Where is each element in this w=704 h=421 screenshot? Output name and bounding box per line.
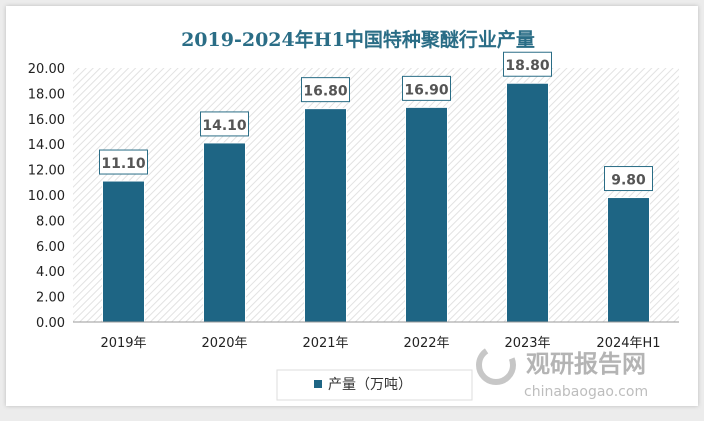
- y-tick-label: 2.00: [36, 291, 65, 306]
- data-label: 11.10: [101, 156, 146, 172]
- y-tick-label: 8.00: [36, 214, 65, 229]
- data-label-box: [503, 51, 552, 77]
- chart-title: 2019-2024年H1中国特种聚醚行业产量: [181, 28, 535, 51]
- data-label: 16.80: [303, 84, 348, 100]
- data-label: 18.80: [505, 58, 550, 74]
- chart-card: 2019-2024年H1中国特种聚醚行业产量 0.00 2.00 4.00 6.00 8…: [6, 6, 698, 406]
- data-label-box: [99, 149, 148, 175]
- bar: [607, 197, 650, 323]
- data-label: 14.10: [202, 118, 247, 134]
- bar: [304, 108, 347, 323]
- bar-chart: 2019-2024年H1中国特种聚醚行业产量 0.00 2.00 4.00 6.00 8…: [28, 28, 679, 401]
- y-tick-label: 6.00: [36, 240, 65, 255]
- y-tick-label: 16.00: [28, 113, 65, 128]
- y-tick-label: 20.00: [28, 62, 65, 77]
- y-tick-label: 10.00: [28, 189, 65, 204]
- x-tick-label: 2024年H1: [596, 336, 660, 351]
- data-label-box: [200, 111, 249, 137]
- x-tick-label: 2020年: [201, 336, 247, 351]
- y-tick-label: 4.00: [36, 265, 65, 280]
- watermark-brand: 观研报告网: [526, 350, 646, 378]
- x-tick-label: 2019年: [100, 336, 146, 351]
- legend-label: 产量（万吨）: [328, 377, 412, 393]
- bar: [203, 142, 246, 323]
- watermark: 观研报告网 chinabaogao.com: [476, 345, 648, 400]
- data-label: 9.80: [611, 173, 646, 189]
- y-tick-label: 0.00: [36, 316, 65, 331]
- legend: 产量（万吨）: [276, 369, 473, 401]
- data-label: 16.90: [404, 82, 449, 98]
- data-label-box: [604, 166, 653, 192]
- x-tick-label: 2022年: [403, 336, 449, 351]
- x-tick-label: 2021年: [302, 336, 348, 351]
- bar: [506, 82, 549, 323]
- plot-area: [73, 68, 679, 322]
- data-label-box: [301, 77, 350, 103]
- y-tick-label: 14.00: [28, 138, 65, 153]
- x-tick-label: 2023年: [504, 336, 550, 351]
- legend-swatch: [314, 380, 322, 388]
- bar: [405, 106, 448, 323]
- y-tick-label: 12.00: [28, 164, 65, 179]
- bar: [102, 180, 145, 323]
- data-label-box: [402, 75, 451, 101]
- y-tick-label: 18.00: [28, 87, 65, 102]
- watermark-url: chinabaogao.com: [524, 384, 648, 400]
